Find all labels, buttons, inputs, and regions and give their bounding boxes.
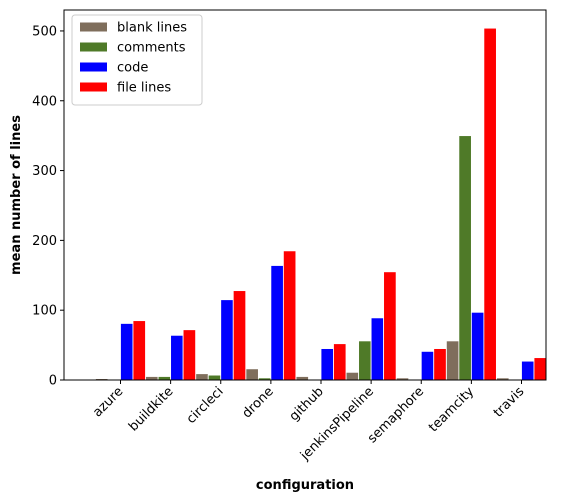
y-tick-label: 500 bbox=[32, 24, 57, 39]
x-tick-label: github bbox=[287, 384, 327, 424]
bar-blank-lines-github bbox=[295, 376, 309, 381]
legend-swatch-file-lines bbox=[80, 82, 107, 92]
y-axis: 0 100 200 300 400 500 bbox=[32, 24, 64, 389]
bar-code-buildkite bbox=[170, 334, 184, 381]
bar-comments-circleci bbox=[207, 374, 222, 381]
x-tick-label: travis bbox=[491, 384, 528, 421]
y-tick-label: 300 bbox=[32, 164, 57, 179]
bar-file-lines-buildkite bbox=[182, 329, 197, 381]
x-tick-label: circleci bbox=[184, 384, 227, 427]
plot-frame bbox=[63, 9, 547, 381]
y-axis-title: mean number of lines bbox=[9, 115, 24, 275]
bar-blank-lines-teamcity bbox=[445, 340, 460, 381]
bar-comments-buildkite bbox=[157, 376, 172, 381]
bar-code-azure bbox=[120, 323, 134, 381]
bar-code-semaphore bbox=[420, 350, 435, 381]
bar-code-teamcity bbox=[470, 311, 485, 381]
x-tick-label: teamcity bbox=[426, 384, 477, 435]
bar-blank-lines-circleci bbox=[195, 373, 209, 381]
bar-file-lines-teamcity bbox=[483, 27, 497, 381]
legend-label-comments: comments bbox=[117, 41, 186, 56]
legend-label-blank-lines: blank lines bbox=[117, 21, 187, 36]
y-tick-label: 0 bbox=[49, 374, 57, 389]
x-tick-label: drone bbox=[240, 384, 277, 421]
bar-code-circleci bbox=[220, 299, 234, 381]
x-tick-label: buildkite bbox=[126, 384, 176, 434]
x-axis-title: configuration bbox=[256, 478, 354, 493]
legend-label-file-lines: file lines bbox=[117, 81, 171, 96]
bar-file-lines-azure bbox=[132, 320, 146, 381]
y-tick-label: 100 bbox=[32, 304, 57, 319]
y-tick-label: 400 bbox=[32, 94, 57, 109]
bar-blank-lines-drone bbox=[245, 368, 259, 381]
bar-blank-lines-buildkite bbox=[145, 376, 159, 381]
bar-file-lines-github bbox=[333, 343, 347, 381]
bar-file-lines-jenkinsPipeline bbox=[383, 271, 397, 381]
bar-blank-lines-jenkinsPipeline bbox=[345, 371, 360, 381]
bar-file-lines-circleci bbox=[232, 290, 247, 381]
bar-file-lines-drone bbox=[282, 250, 297, 381]
bar-code-github bbox=[320, 348, 334, 381]
bar-file-lines-travis bbox=[533, 357, 547, 381]
legend-swatch-blank-lines bbox=[80, 22, 107, 32]
bars-layer bbox=[95, 27, 547, 381]
bar-code-drone bbox=[270, 265, 284, 381]
bar-comments-teamcity bbox=[458, 135, 472, 381]
legend-swatch-code bbox=[80, 62, 107, 72]
x-tick-label: azure bbox=[90, 384, 126, 420]
bar-code-jenkinsPipeline bbox=[370, 317, 385, 381]
bar-code-travis bbox=[521, 360, 535, 381]
y-tick-label: 200 bbox=[32, 234, 57, 249]
legend-swatch-comments bbox=[80, 42, 107, 52]
legend-label-code: code bbox=[117, 61, 148, 76]
bar-comments-jenkinsPipeline bbox=[358, 340, 372, 381]
bar-file-lines-semaphore bbox=[433, 348, 447, 381]
legend: blank lines comments code file lines bbox=[71, 14, 203, 106]
x-axis: azure buildkite circleci drone githubjenkins… bbox=[90, 380, 527, 464]
